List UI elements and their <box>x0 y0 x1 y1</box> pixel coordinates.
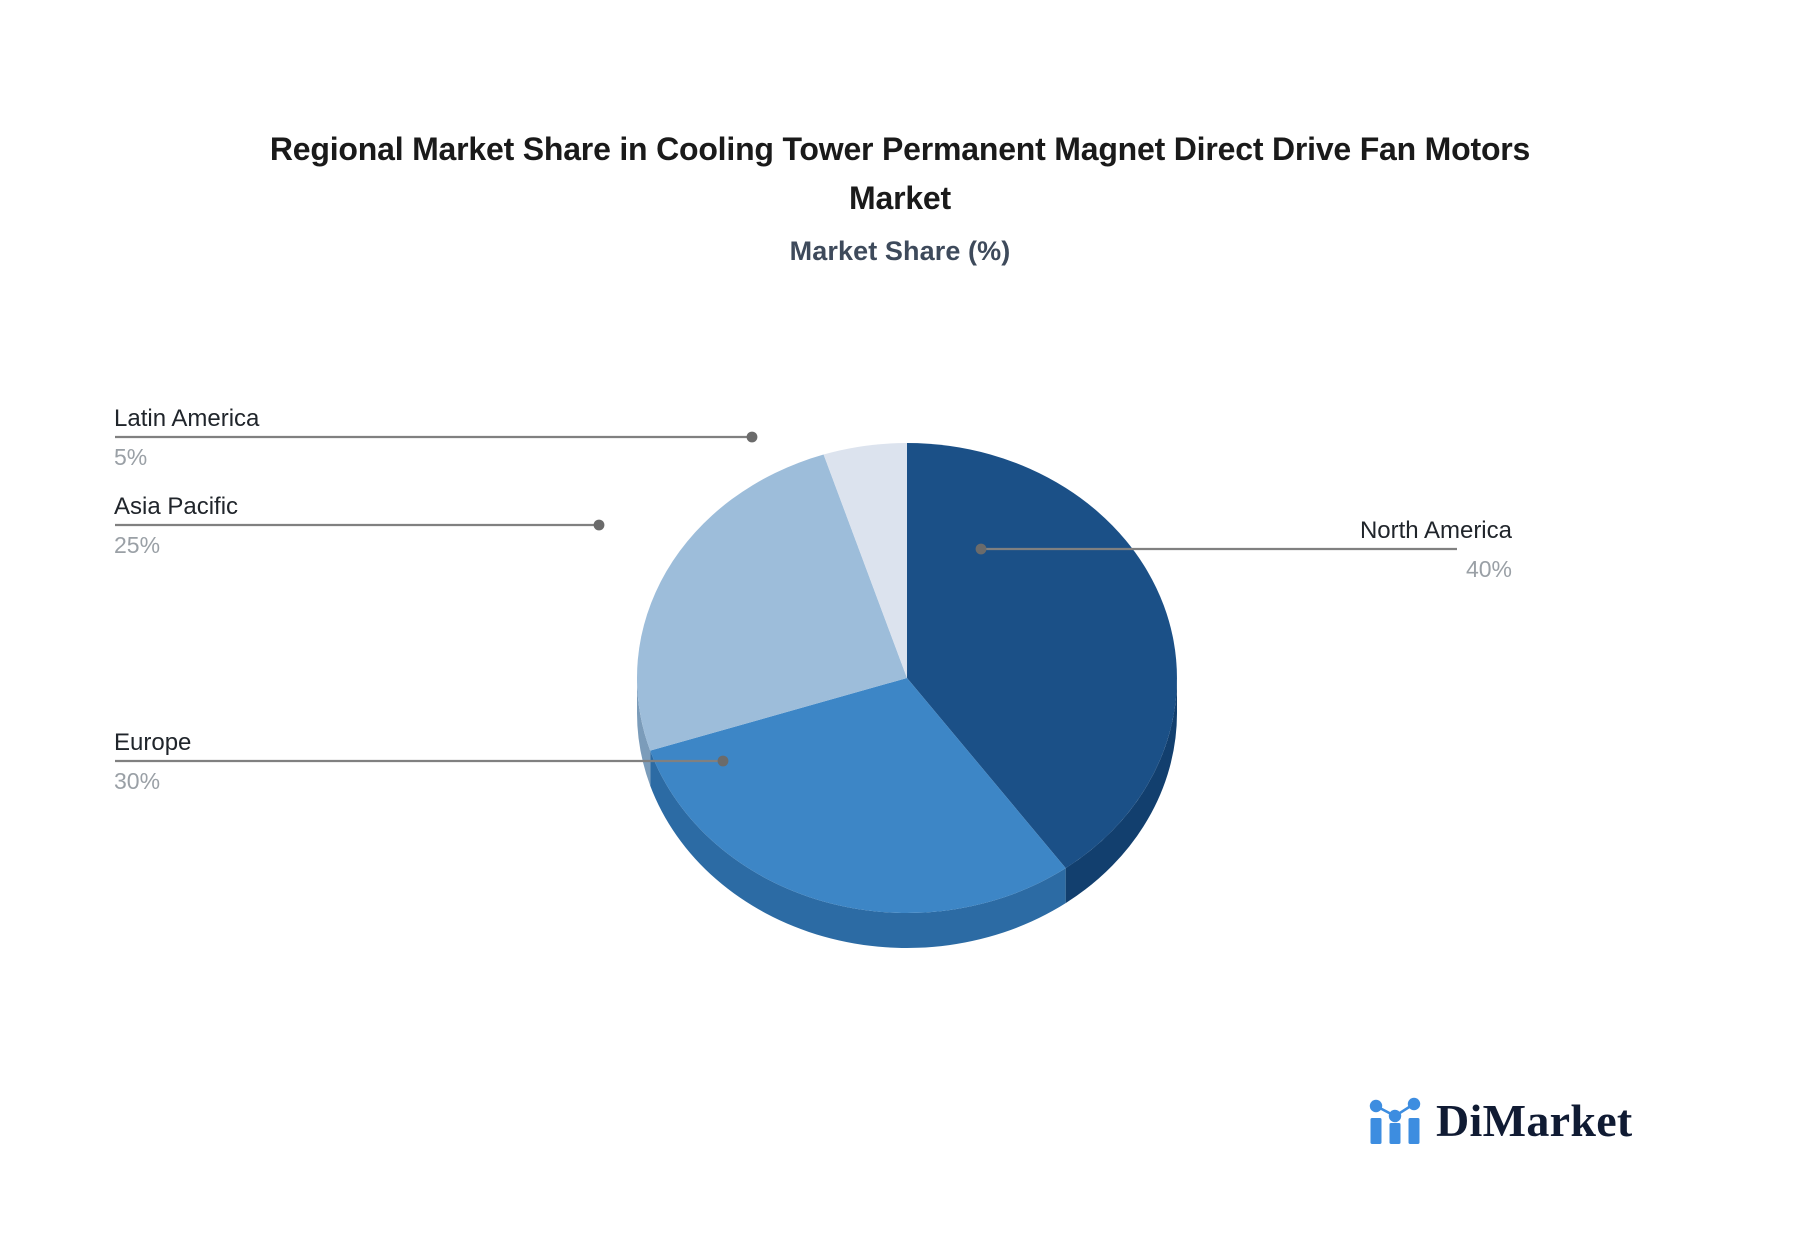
brand-logo[interactable]: DiMarket <box>1368 1096 1633 1146</box>
pie-side-asia-pacific <box>637 678 651 786</box>
chart-header: Regional Market Share in Cooling Tower P… <box>140 125 1660 267</box>
leader-dot-latin-america <box>746 431 758 443</box>
callout-value-asia-pacific: 25% <box>114 532 161 559</box>
pie-slice-asia-pacific[interactable] <box>636 454 907 751</box>
pie-top-face <box>636 443 1177 913</box>
pie-side-north-america <box>1065 678 1177 904</box>
leader-dot-asia-pacific <box>593 519 605 531</box>
chart-subtitle: Market Share (%) <box>789 236 1011 267</box>
pie-slice-latin-america[interactable] <box>823 443 907 678</box>
leader-dot-europe <box>717 755 729 767</box>
callout-north-america[interactable]: North America 40% <box>1360 516 1512 583</box>
callout-label-north-america: North America <box>1359 517 1512 544</box>
callout-europe[interactable]: Europe 30% <box>114 728 191 795</box>
callout-asia-pacific[interactable]: Asia Pacific 25% <box>114 492 238 559</box>
pie-leader-dots <box>593 431 987 767</box>
callout-value-europe: 30% <box>114 768 161 795</box>
pie-3d-depth <box>637 678 1177 948</box>
chart-title: Regional Market Share in Cooling Tower P… <box>140 125 1660 222</box>
callout-label-asia-pacific: Asia Pacific <box>114 493 239 520</box>
callout-value-north-america: 40% <box>1465 556 1512 583</box>
callout-value-latin-america: 5% <box>114 444 148 471</box>
chart-title-line-2: Market <box>849 179 951 216</box>
callout-label-europe: Europe <box>114 729 192 756</box>
leader-dot-north-america <box>975 543 987 555</box>
callout-label-latin-america: Latin America <box>114 405 260 432</box>
bar-chart-logo-icon <box>1369 1097 1421 1144</box>
pie-leader-lines <box>115 435 1457 763</box>
brand-wordmark: DiMarket <box>1436 1095 1633 1146</box>
pie-slice-europe[interactable] <box>650 678 1066 913</box>
chart-title-line-1: Regional Market Share in Cooling Tower P… <box>269 131 1531 167</box>
callout-latin-america[interactable]: Latin America 5% <box>114 404 259 471</box>
pie-side-europe <box>650 750 1066 948</box>
